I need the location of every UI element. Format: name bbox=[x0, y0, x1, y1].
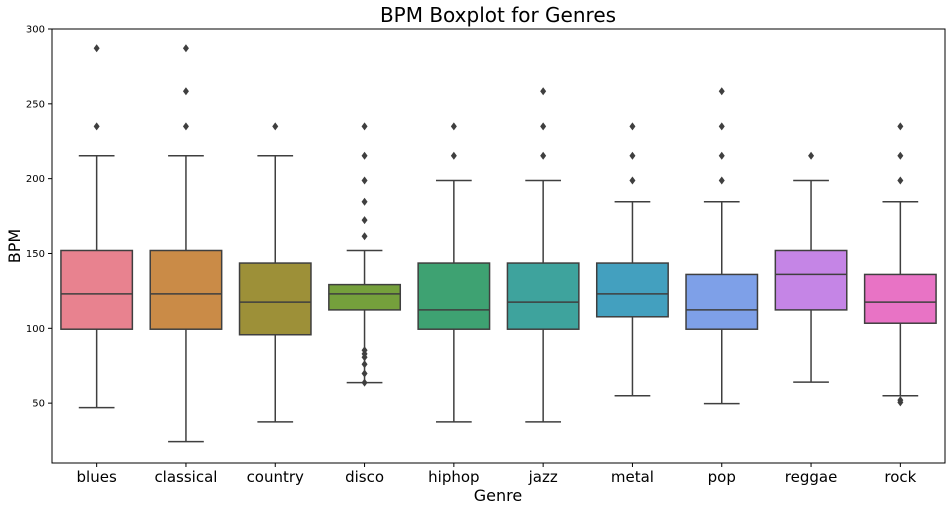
box-disco bbox=[328, 283, 402, 311]
outlier-blues bbox=[93, 44, 100, 53]
box-metal bbox=[595, 262, 669, 318]
plot-frame bbox=[51, 28, 946, 464]
outlier-metal bbox=[629, 176, 636, 185]
outlier-classical bbox=[182, 122, 189, 131]
y-tick-label: 250 bbox=[26, 99, 45, 110]
outlier-disco bbox=[361, 232, 368, 241]
x-tick-label-reggae: reggae bbox=[785, 468, 838, 486]
box-rock bbox=[863, 273, 937, 324]
outlier-jazz bbox=[540, 122, 547, 131]
outlier-pop bbox=[718, 151, 725, 160]
box-blues bbox=[60, 249, 134, 330]
x-tick-label-pop: pop bbox=[708, 468, 736, 486]
outlier-pop bbox=[718, 176, 725, 185]
box-pop bbox=[685, 273, 759, 330]
outlier-disco bbox=[361, 346, 368, 355]
chart-title: BPM Boxplot for Genres bbox=[380, 3, 616, 27]
x-tick-label-country: country bbox=[247, 468, 304, 486]
box-country bbox=[238, 262, 312, 336]
y-tick-label: 150 bbox=[26, 249, 45, 260]
outlier-disco bbox=[361, 151, 368, 160]
box-jazz bbox=[506, 262, 580, 330]
y-tick-label: 100 bbox=[26, 324, 45, 335]
outlier-classical bbox=[182, 87, 189, 96]
outlier-pop bbox=[718, 122, 725, 131]
outlier-jazz bbox=[540, 87, 547, 96]
outlier-disco bbox=[361, 197, 368, 206]
outlier-rock bbox=[897, 396, 904, 405]
outlier-hiphop bbox=[450, 151, 457, 160]
outlier-disco bbox=[361, 216, 368, 225]
y-tick-label: 50 bbox=[32, 399, 45, 410]
x-tick-label-rock: rock bbox=[884, 468, 916, 486]
outlier-classical bbox=[182, 44, 189, 53]
outlier-blues bbox=[93, 122, 100, 131]
outlier-country bbox=[272, 122, 279, 131]
y-tick-label: 300 bbox=[26, 25, 45, 36]
box-hiphop bbox=[417, 262, 491, 330]
box-reggae bbox=[774, 249, 848, 311]
outlier-rock bbox=[897, 122, 904, 131]
y-axis-label: BPM bbox=[5, 229, 24, 263]
x-tick-label-hiphop: hiphop bbox=[428, 468, 479, 486]
x-tick-label-classical: classical bbox=[154, 468, 217, 486]
plot-area: 50 100 150 200 250 300 blues classical country di… bbox=[26, 25, 946, 486]
y-tick-label: 200 bbox=[26, 174, 45, 185]
x-tick-label-metal: metal bbox=[611, 468, 654, 486]
x-tick-label-disco: disco bbox=[345, 468, 384, 486]
box-classical bbox=[149, 249, 223, 330]
x-tick-label-jazz: jazz bbox=[528, 468, 558, 486]
x-tick-label-blues: blues bbox=[77, 468, 117, 486]
outlier-pop bbox=[718, 87, 725, 96]
outlier-disco bbox=[361, 378, 368, 387]
outlier-disco bbox=[361, 369, 368, 378]
outlier-reggae bbox=[808, 151, 815, 160]
outlier-metal bbox=[629, 122, 636, 131]
x-axis-label: Genre bbox=[474, 486, 522, 505]
outlier-metal bbox=[629, 151, 636, 160]
outlier-jazz bbox=[540, 151, 547, 160]
outlier-rock bbox=[897, 151, 904, 160]
outlier-rock bbox=[897, 176, 904, 185]
outlier-disco bbox=[361, 176, 368, 185]
outlier-disco bbox=[361, 360, 368, 369]
outlier-disco bbox=[361, 122, 368, 131]
outlier-hiphop bbox=[450, 122, 457, 131]
